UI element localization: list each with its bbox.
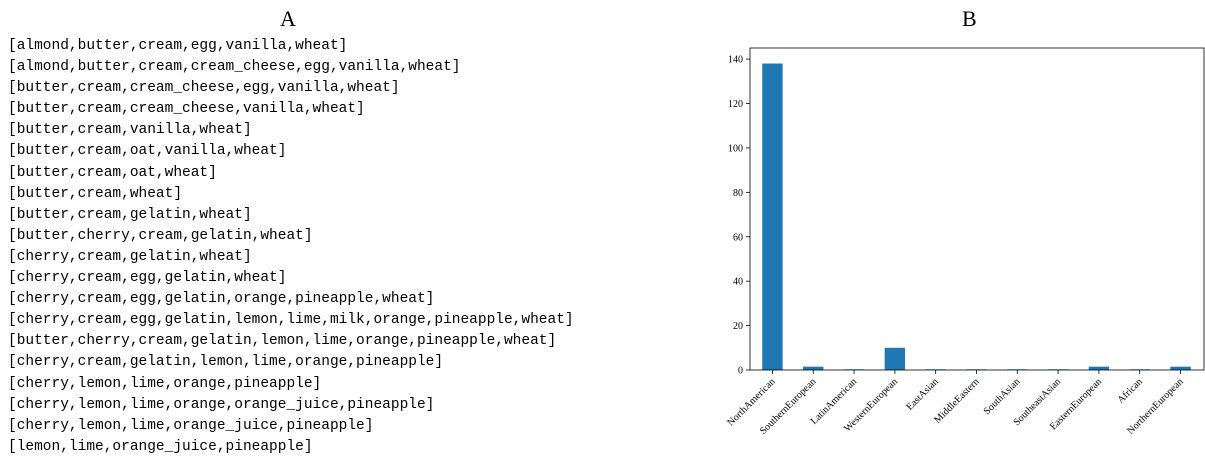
recipe-item: [cherry,lemon,lime,orange,orange_juice,p… [8, 396, 435, 413]
plot-frame [749, 47, 1205, 371]
y-tick-label: 140 [728, 55, 743, 66]
recipe-item: [butter,cream,gelatin,wheat] [8, 206, 252, 223]
panel-a-title: A [280, 6, 296, 31]
recipe-list: [almond,butter,cream,egg,vanilla,wheat] [… [8, 36, 574, 458]
bar-NorthAmerican [762, 63, 783, 370]
y-tick-label: 80 [733, 188, 743, 199]
recipe-item: [butter,cream,vanilla,wheat] [8, 122, 252, 139]
recipe-item: [butter,cream,wheat] [8, 185, 183, 202]
x-tick-label: EastAsian [904, 376, 940, 412]
y-tick-label: 100 [728, 143, 743, 154]
recipe-item: [cherry,lemon,lime,orange_juice,pineappl… [8, 417, 374, 434]
recipe-item: [lemon,lime,orange_juice,pineapple] [8, 438, 313, 455]
x-tick-label: SouthAsian [982, 376, 1023, 417]
y-tick-label: 60 [733, 232, 743, 243]
recipe-item: [butter,cream,cream_cheese,egg,vanilla,w… [8, 80, 400, 97]
recipe-item: [cherry,cream,egg,gelatin,lemon,lime,mil… [8, 312, 574, 329]
recipe-item: [almond,butter,cream,egg,vanilla,wheat] [8, 38, 348, 54]
y-tick-label: 120 [728, 99, 743, 110]
bars-group [762, 63, 1191, 370]
recipe-item: [cherry,cream,egg,gelatin,orange,pineapp… [8, 291, 435, 308]
y-tick-label: 20 [733, 321, 743, 332]
bar-WesternEuropean [884, 347, 906, 370]
y-tick-label: 40 [733, 277, 743, 288]
y-tick-label: 0 [738, 366, 743, 377]
recipe-item: [cherry,cream,gelatin,wheat] [8, 248, 252, 265]
recipe-item: [cherry,cream,egg,gelatin,wheat] [8, 270, 287, 287]
recipe-item: [butter,cream,cream_cheese,vanilla,wheat… [8, 101, 365, 118]
x-axis: NorthAmericanSouthernEuropeanLatinAmeric… [725, 370, 1186, 437]
bar-SouthernEuropean [803, 366, 824, 370]
x-tick-label: African [1115, 376, 1144, 405]
bar-NorthernEuropean [1170, 366, 1191, 370]
recipe-item: [butter,cherry,cream,gelatin,lemon,lime,… [8, 333, 557, 350]
recipe-item: [butter,cream,oat,vanilla,wheat] [8, 143, 287, 160]
recipe-item: [butter,cherry,cream,gelatin,wheat] [8, 227, 313, 244]
recipe-item: [cherry,cream,gelatin,lemon,lime,orange,… [8, 354, 444, 371]
bar-EasternEuropean [1088, 366, 1110, 370]
recipe-item: [almond,butter,cream,cream_cheese,egg,va… [8, 59, 461, 76]
panel-b-title: B [962, 6, 977, 31]
y-axis: 0 20 40 60 80 100 120 140 [728, 55, 750, 377]
recipe-item: [cherry,lemon,lime,orange,pineapple] [8, 375, 322, 392]
recipe-item: [butter,cream,oat,wheat] [8, 164, 217, 181]
